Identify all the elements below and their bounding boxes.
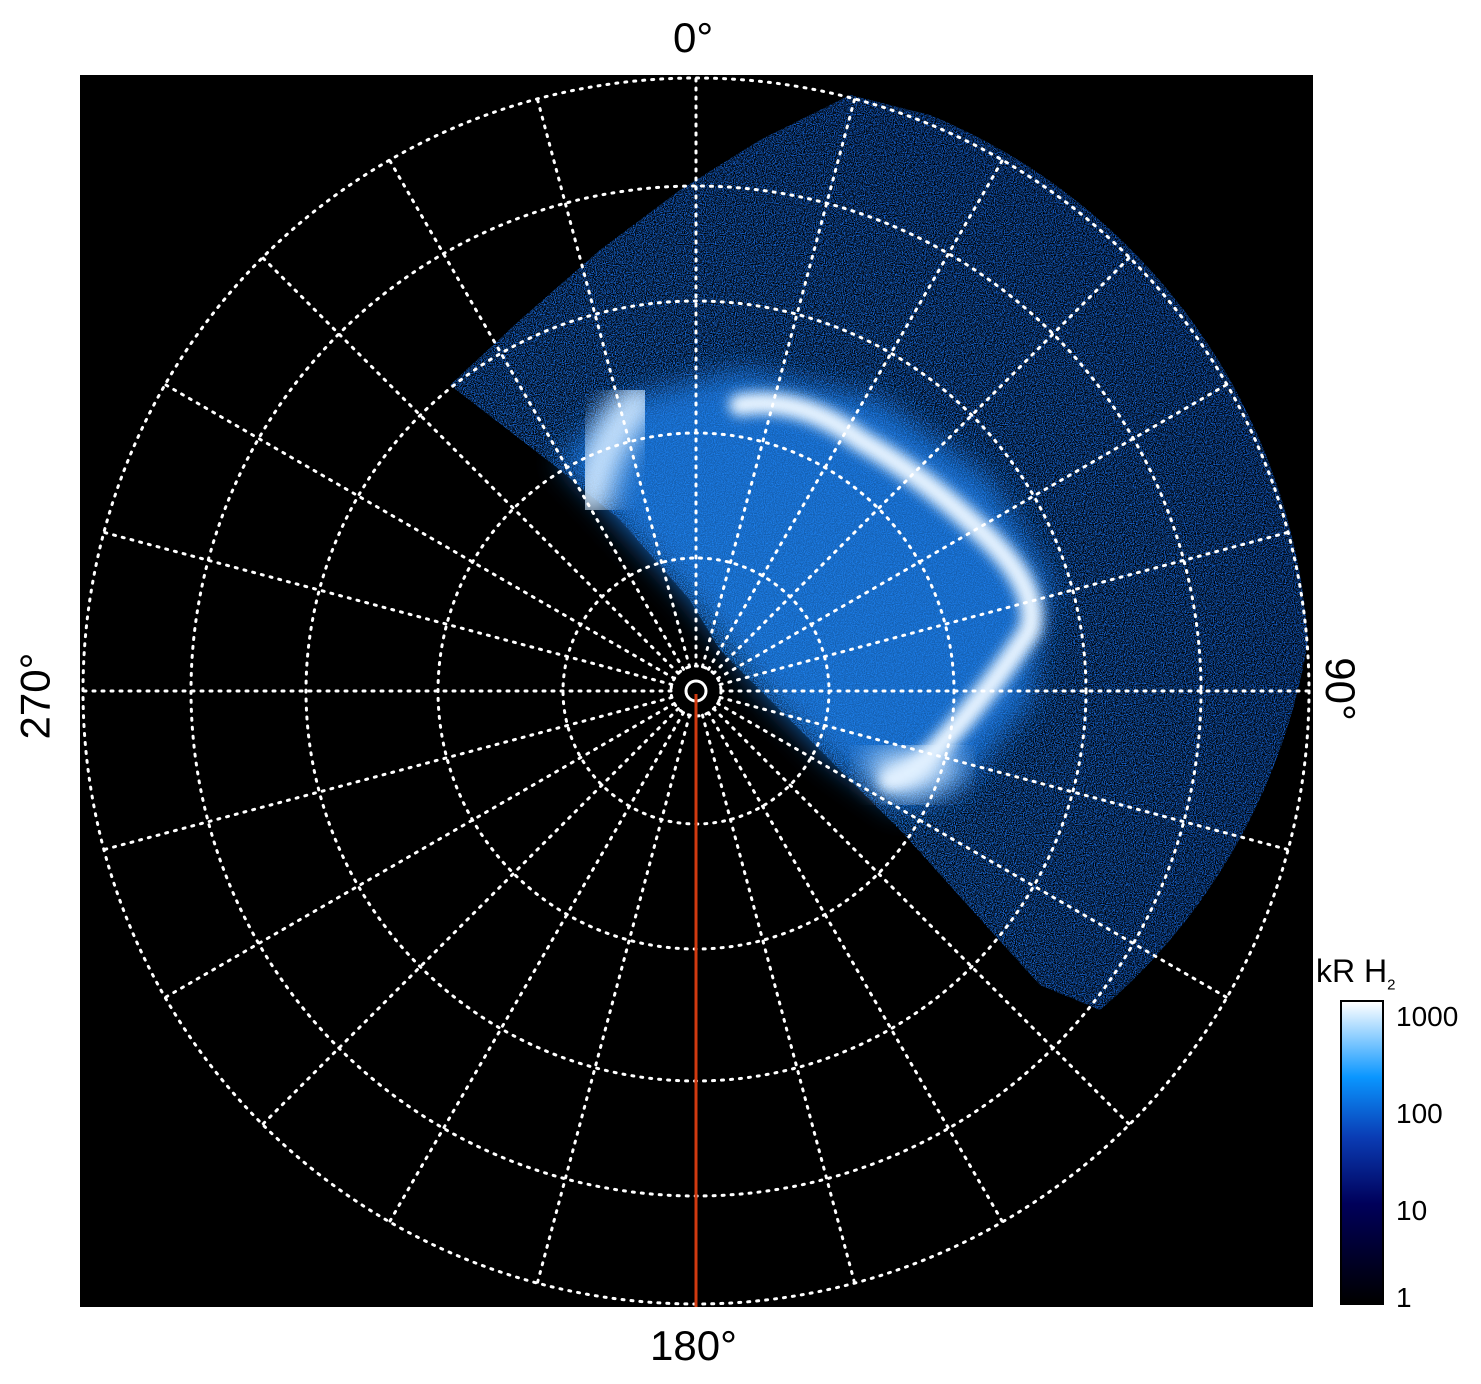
meridian-135 [712,707,1131,1126]
meridian-165 [700,713,857,1285]
meridian-75 [718,530,1290,687]
meridian-330 [388,158,685,671]
colorbar-tick-1: 1 [1396,1282,1412,1313]
colorbar-tick-100: 100 [1396,1098,1443,1129]
meridian-345 [535,97,692,669]
dawn-arc [570,380,660,520]
angle-label-270: 270° [11,652,59,740]
auroral-emission [450,95,1308,1010]
colorbar [1340,1000,1384,1305]
colorbar-title-sub: 2 [1387,976,1396,994]
meridian-285 [102,530,674,687]
meridian-315 [261,256,680,675]
meridian-105 [718,695,1290,852]
meridian-30 [707,158,1004,671]
colorbar-tick-10: 10 [1396,1195,1428,1226]
meridian-300 [163,383,676,680]
angle-label-90: 90° [1316,657,1364,721]
meridian-45 [712,256,1131,675]
meridian-225 [261,707,680,1126]
colorbar-title-main: kR H [1316,953,1388,989]
meridian-150 [707,711,1004,1224]
meridian-210 [388,711,685,1224]
colorbar-title: kR H2 [1316,953,1395,993]
meridian-240 [163,702,676,999]
meridian-60 [716,383,1229,680]
meridian-15 [700,97,857,669]
meridian-255 [102,695,674,852]
main-auroral-oval [729,392,1043,791]
angle-label-0: 0° [673,14,714,61]
dusk-bright-spot [860,750,965,800]
angle-label-180: 180° [650,1322,737,1369]
meridian-120 [716,702,1229,999]
colorbar-tick-1000: 1000 [1396,1001,1459,1032]
meridian-195 [535,713,692,1285]
